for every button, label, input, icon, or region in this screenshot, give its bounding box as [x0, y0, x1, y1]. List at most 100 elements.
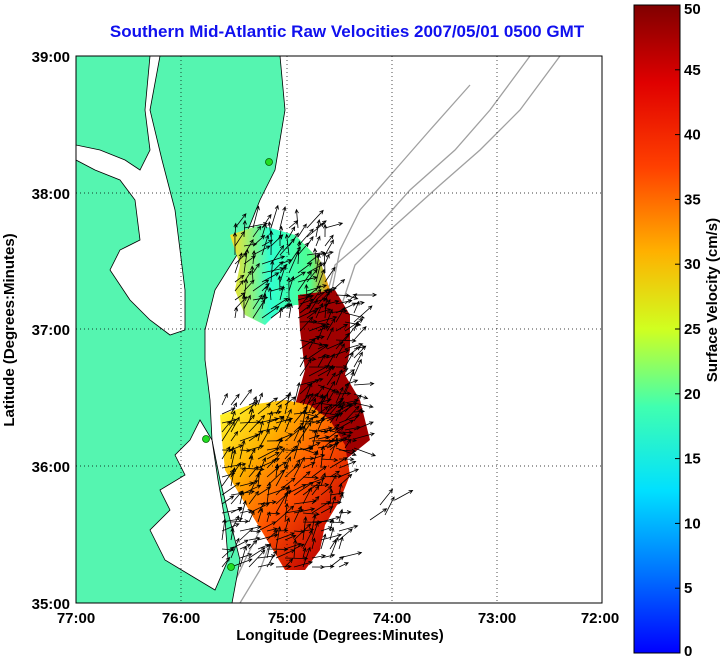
velocity-vector — [308, 337, 316, 350]
radar-station-2 — [202, 435, 210, 443]
velocity-vector — [317, 384, 340, 394]
velocity-vector — [326, 308, 333, 323]
velocity-vector — [302, 409, 307, 424]
velocity-vector — [221, 523, 240, 532]
velocity-vector — [294, 208, 299, 229]
velocity-vector — [353, 345, 367, 359]
velocity-vector — [338, 457, 355, 462]
velocity-vector — [344, 352, 354, 368]
chart-title: Southern Mid-Atlantic Raw Velocities 200… — [109, 22, 585, 41]
velocity-vector — [329, 474, 337, 487]
velocity-vector — [230, 527, 235, 541]
velocity-vector — [317, 344, 328, 350]
velocity-vector — [317, 308, 332, 314]
velocity-vector — [257, 392, 264, 406]
velocity-vector — [344, 369, 356, 377]
velocity-vector — [252, 225, 262, 238]
velocity-vector — [315, 253, 321, 274]
velocity-vector — [353, 300, 360, 314]
velocity-vector — [230, 449, 237, 469]
chesapeake-bay — [76, 56, 186, 336]
velocity-vector — [221, 420, 232, 433]
velocity-vector — [299, 294, 312, 299]
velocity-vector — [308, 321, 331, 327]
velocity-vector — [230, 402, 237, 415]
velocity-vector — [353, 421, 374, 431]
velocity-vector — [242, 219, 247, 238]
velocity-vector — [322, 251, 327, 274]
velocity-vector — [324, 239, 334, 256]
velocity-vector — [257, 521, 277, 532]
velocity-vector — [329, 402, 352, 408]
velocity-vector — [248, 529, 262, 534]
velocity-vector — [230, 410, 236, 424]
velocity-vector — [293, 543, 305, 550]
velocity-vector — [353, 358, 362, 377]
velocity-vector — [335, 364, 348, 370]
velocity-vector — [284, 396, 297, 406]
y-tick-label: 38:00 — [32, 186, 70, 203]
velocity-vector — [338, 382, 349, 406]
velocity-vector — [353, 320, 359, 332]
velocity-vector — [329, 437, 339, 460]
velocity-vector — [248, 448, 256, 460]
velocity-vector — [284, 233, 290, 256]
velocity-vector — [311, 513, 317, 532]
velocity-vector — [266, 527, 278, 532]
velocity-vector — [353, 292, 378, 297]
velocity-vector — [335, 302, 357, 314]
velocity-vector — [248, 536, 261, 541]
velocity-vector — [315, 268, 325, 292]
velocity-vector — [221, 518, 227, 541]
velocity-vector — [277, 275, 282, 292]
velocity-vector — [266, 550, 277, 568]
velocity-vector — [329, 405, 344, 424]
velocity-vector — [335, 368, 343, 386]
velocity-vector — [353, 447, 377, 457]
velocity-vector — [257, 543, 270, 550]
velocity-vector — [266, 481, 272, 505]
velocity-vector — [284, 556, 309, 561]
velocity-vector — [308, 285, 322, 296]
velocity-vector — [315, 261, 323, 283]
radar-station-3 — [227, 563, 235, 571]
x-tick-label: 72:00 — [581, 610, 619, 627]
velocity-vector — [230, 462, 242, 478]
velocity-vector — [353, 381, 375, 386]
velocity-vector — [230, 467, 236, 487]
velocity-vector — [221, 446, 231, 460]
colorbar: 0 5 10 15 20 25 30 35 40 45 50 Surface Velocity (c… — [633, 1, 721, 659]
velocity-vector — [234, 252, 243, 274]
velocity-vector — [338, 536, 344, 550]
velocity-vector — [338, 402, 358, 415]
velocity-vector — [338, 482, 343, 496]
velocity-vector — [284, 417, 292, 433]
velocity-vector — [239, 466, 246, 478]
colorbar-tick-label: 10 — [684, 515, 701, 532]
velocity-vector — [284, 542, 302, 550]
velocity-vector — [230, 446, 235, 460]
colorbar-tick-label: 20 — [684, 386, 701, 403]
velocity-vector — [353, 305, 373, 323]
velocity-vector — [293, 505, 302, 523]
velocity-vector — [338, 562, 349, 568]
x-axis: 77:00 76:00 75:00 74:00 73:00 72:00 Long… — [57, 610, 619, 644]
velocity-vector — [308, 365, 330, 377]
velocity-vector — [261, 305, 280, 319]
colorbar-tick-label: 0 — [684, 643, 692, 659]
velocity-vector — [369, 508, 388, 521]
velocity-vector — [353, 432, 375, 440]
velocity-vector — [311, 482, 330, 488]
velocity-vector — [299, 298, 314, 305]
velocity-vector — [266, 397, 279, 406]
velocity-vector — [293, 560, 314, 568]
velocity-vector — [324, 222, 344, 229]
velocity-vector — [344, 405, 360, 422]
velocity-vector — [394, 489, 414, 501]
velocity-vector — [288, 275, 295, 292]
velocity-vector — [261, 223, 267, 238]
velocity-vector — [338, 524, 359, 532]
velocity-vector — [270, 204, 279, 229]
velocity-vector — [299, 304, 312, 314]
